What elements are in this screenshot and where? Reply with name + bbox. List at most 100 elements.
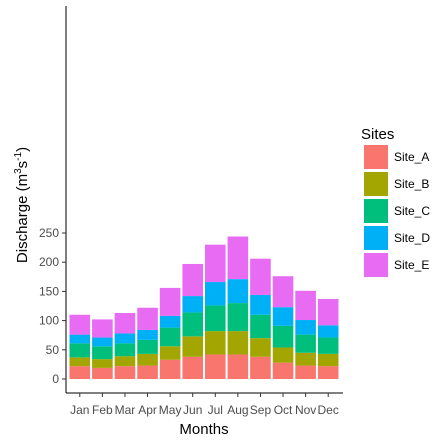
bar-segment-dec-site-b <box>317 353 339 367</box>
bar-segment-aug-site-a <box>227 354 249 379</box>
bar-segment-apr-site-c <box>137 339 158 354</box>
axes-layer: 0 50 100 150 200 250 Jan Feb Mar Apr May Jun Jul Aug… <box>39 6 343 417</box>
bar-segment-jul-site-e <box>204 244 226 283</box>
bar-segment-mar-site-c <box>114 343 136 357</box>
bar-segment-apr-site-d <box>137 329 158 340</box>
x-tick-label-jun: Jun <box>183 403 202 417</box>
x-tick-label-apr: Apr <box>138 403 157 417</box>
bars-layer <box>69 236 339 379</box>
legend-label-site-c: Site_C <box>394 204 430 218</box>
bar-segment-oct-site-e <box>272 276 294 308</box>
bar-segment-jan-site-c <box>69 343 91 358</box>
bar-segment-jun-site-a <box>182 356 204 379</box>
bar-segment-jun-site-c <box>182 312 204 337</box>
bar-segment-sep-site-c <box>250 314 271 339</box>
bar-segment-jun-site-b <box>182 336 204 357</box>
x-axis-title: Months <box>179 421 228 438</box>
bar-segment-jun-site-e <box>182 263 204 297</box>
y-axis-title: Discharge (m3s-1) <box>13 147 31 263</box>
bar-segment-jan-site-b <box>69 357 91 367</box>
bar-segment-mar-site-a <box>114 366 136 379</box>
bar-segment-aug-site-b <box>227 331 249 355</box>
bar-segment-feb-site-d <box>92 337 113 347</box>
y-axis-title-sup1: 3 <box>13 168 24 174</box>
legend-title: Sites <box>361 126 394 143</box>
x-ticks: Jan Feb Mar Apr May Jun Jul Aug Sep Oct Nov Dec <box>70 393 339 417</box>
bar-segment-nov-site-b <box>295 352 316 366</box>
y-tick-label-50: 50 <box>46 343 60 357</box>
y-axis-title-mid: s <box>14 161 31 169</box>
y-ticks: 0 50 100 150 200 250 <box>39 226 66 386</box>
x-tick-label-nov: Nov <box>295 403 316 417</box>
bar-segment-feb-site-b <box>92 359 113 368</box>
bar-segment-jun-site-d <box>182 296 204 313</box>
y-tick-label-250: 250 <box>39 226 59 240</box>
y-tick-label-100: 100 <box>39 314 59 328</box>
bar-segment-apr-site-a <box>137 365 158 379</box>
bar-segment-jan-site-e <box>69 314 91 335</box>
legend-label-site-e: Site_E <box>394 258 429 272</box>
bar-segment-may-site-c <box>159 327 181 347</box>
bar-segment-may-site-a <box>159 359 181 379</box>
bar-segment-jul-site-b <box>204 331 226 355</box>
x-tick-label-aug: Aug <box>227 403 248 417</box>
bar-segment-nov-site-a <box>295 365 316 379</box>
x-tick-label-may: May <box>159 403 182 417</box>
bar-segment-nov-site-e <box>295 290 316 321</box>
y-axis-title-sup2: -1 <box>13 151 24 160</box>
bar-segment-apr-site-e <box>137 307 158 330</box>
legend-items: Site_A Site_B Site_C Site_D Site_E <box>364 145 430 277</box>
bar-segment-dec-site-e <box>317 298 339 326</box>
bar-segment-dec-site-d <box>317 325 339 338</box>
bar-segment-jul-site-d <box>204 282 226 306</box>
bar-segment-aug-site-e <box>227 236 249 280</box>
legend-label-site-b: Site_B <box>394 177 429 191</box>
bar-segment-sep-site-d <box>250 294 271 315</box>
bar-segment-oct-site-d <box>272 307 294 326</box>
bar-segment-aug-site-d <box>227 279 249 304</box>
bar-segment-sep-site-a <box>250 356 271 379</box>
x-tick-label-feb: Feb <box>92 403 113 417</box>
bar-segment-apr-site-b <box>137 353 158 366</box>
bar-segment-may-site-d <box>159 315 181 328</box>
bar-segment-jan-site-d <box>69 334 91 344</box>
legend-key-site-d <box>364 226 388 250</box>
y-axis-title-base: Discharge (m <box>14 174 31 263</box>
bar-segment-oct-site-c <box>272 325 294 348</box>
x-tick-label-mar: Mar <box>115 403 136 417</box>
legend-key-site-c <box>364 199 388 223</box>
bar-segment-feb-site-c <box>92 346 113 360</box>
bar-segment-oct-site-a <box>272 362 294 379</box>
bar-segment-mar-site-e <box>114 313 136 334</box>
bar-segment-feb-site-e <box>92 319 113 338</box>
bar-segment-may-site-b <box>159 346 181 360</box>
bar-segment-nov-site-d <box>295 320 316 335</box>
x-tick-label-jan: Jan <box>70 403 89 417</box>
y-tick-label-150: 150 <box>39 284 59 298</box>
x-tick-label-jul: Jul <box>208 403 223 417</box>
bar-segment-sep-site-b <box>250 338 271 357</box>
bar-segment-sep-site-e <box>250 258 271 295</box>
bar-segment-aug-site-c <box>227 303 249 332</box>
bar-segment-mar-site-b <box>114 356 136 367</box>
legend-label-site-d: Site_D <box>394 231 430 245</box>
x-tick-label-dec: Dec <box>318 403 339 417</box>
x-tick-label-sep: Sep <box>250 403 272 417</box>
y-tick-label-200: 200 <box>39 255 59 269</box>
y-tick-label-0: 0 <box>52 372 59 386</box>
bar-segment-oct-site-b <box>272 347 294 363</box>
bar-segment-mar-site-d <box>114 333 136 344</box>
bar-segment-may-site-e <box>159 287 181 316</box>
legend-key-site-a <box>364 145 388 169</box>
legend-label-site-a: Site_A <box>394 150 429 164</box>
bar-segment-nov-site-c <box>295 334 316 353</box>
bar-segment-dec-site-c <box>317 337 339 354</box>
bar-segment-jul-site-c <box>204 305 226 332</box>
x-tick-label-oct: Oct <box>274 403 293 417</box>
legend-key-site-b <box>364 172 388 196</box>
bar-segment-jul-site-a <box>204 354 226 379</box>
y-axis-title-end: ) <box>14 147 31 152</box>
bar-segment-dec-site-a <box>317 366 339 379</box>
legend-key-site-e <box>364 253 388 277</box>
